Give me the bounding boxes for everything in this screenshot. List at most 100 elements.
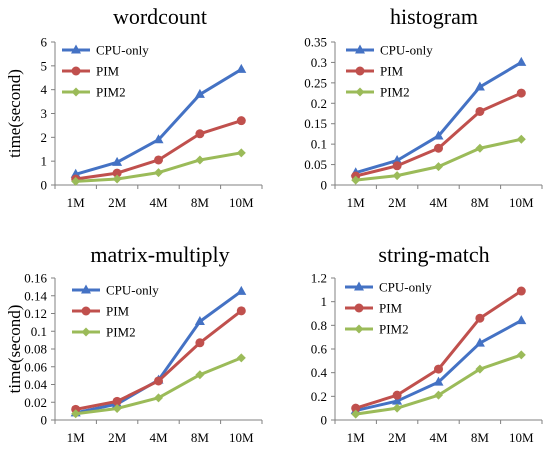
chart-panel-3: matrix-multiply time(second) 0 0.02 0.04 0.06…	[5, 242, 263, 445]
chart-panel-2: histogram 0 0.05 0.1 0.15 0.2 0.25 0.3 0.35 1M 2M 4…	[304, 4, 543, 210]
data-point	[194, 88, 205, 98]
x-tick-label: 4M	[429, 195, 448, 210]
data-point	[112, 174, 122, 184]
y-tick-label: 0	[321, 178, 328, 193]
legend-label: PIM	[379, 301, 403, 316]
x-tick-label: 2M	[108, 195, 127, 210]
legend-label: PIM2	[96, 85, 126, 100]
data-point	[516, 134, 526, 144]
data-point	[475, 313, 485, 323]
data-point	[433, 130, 444, 140]
x-tick-label: 1M	[347, 430, 366, 445]
data-point	[392, 403, 402, 413]
series-pim2	[351, 134, 526, 185]
x-tick-label: 8M	[471, 430, 490, 445]
series-cpu-only	[350, 56, 527, 177]
data-point	[154, 168, 163, 178]
data-point	[433, 376, 444, 386]
y-tick-label: 5	[41, 58, 48, 73]
data-point	[195, 155, 205, 165]
series-pim2	[71, 353, 246, 419]
data-point	[194, 315, 205, 325]
y-tick-label: 0.15	[304, 116, 327, 131]
series-pim	[71, 116, 246, 184]
chart-title: histogram	[390, 4, 478, 29]
y-tick-label: 0.1	[311, 137, 327, 152]
x-tick-label: 10M	[509, 195, 534, 210]
chart-panel-1: wordcount time(second) 0 1 2 3 4 5 6 1M 2M 4M 8M 10M C…	[5, 4, 263, 210]
legend-marker	[354, 281, 364, 291]
data-point	[112, 403, 122, 413]
legend-marker	[81, 327, 91, 337]
x-tick-label: 10M	[509, 430, 534, 445]
x-tick-label: 8M	[191, 195, 210, 210]
y-tick-label: 0.8	[311, 318, 327, 333]
y-tick-label: 4	[41, 82, 48, 97]
y-tick-label: 0.04	[24, 377, 47, 392]
y-tick-label: 0.06	[24, 359, 47, 374]
y-tick-label: 1	[321, 294, 328, 309]
data-point	[236, 285, 247, 295]
data-point	[236, 353, 246, 363]
chart-title: matrix-multiply	[90, 242, 229, 267]
data-point	[392, 390, 402, 400]
data-point	[516, 56, 527, 66]
y-tick-label: 0.6	[311, 342, 328, 357]
data-point	[516, 286, 526, 296]
legend-entry: PIM	[72, 304, 130, 319]
y-tick-label: 0.05	[304, 157, 327, 172]
chart-panel-4: string-match 0 0.2 0.4 0.6 0.8 1 1.2 1M 2M 4M 8M 10M…	[311, 242, 543, 445]
legend-entry: PIM2	[345, 322, 409, 337]
legend-label: PIM	[96, 64, 120, 79]
data-point	[474, 81, 485, 91]
x-tick-label: 4M	[429, 430, 448, 445]
data-point	[351, 409, 361, 419]
y-tick-label: 0.4	[311, 365, 328, 380]
legend-label: CPU-only	[380, 43, 433, 58]
legend-entry: PIM2	[346, 85, 410, 100]
x-tick-label: 8M	[191, 430, 210, 445]
y-tick-label: 0	[41, 413, 48, 428]
data-point	[236, 148, 246, 158]
data-point	[195, 338, 205, 348]
x-tick-label: 4M	[149, 195, 168, 210]
y-tick-label: 1.2	[311, 271, 327, 286]
y-tick-label: 3	[41, 106, 48, 121]
data-point	[236, 116, 246, 126]
x-tick-label: 2M	[108, 430, 127, 445]
data-point	[71, 176, 81, 186]
legend-entry: PIM	[345, 301, 403, 316]
data-point	[392, 161, 402, 171]
chart-title: string-match	[378, 242, 489, 267]
y-tick-label: 0.14	[24, 288, 47, 303]
legend-marker	[81, 284, 91, 294]
y-tick-label: 2	[41, 130, 48, 145]
data-point	[236, 306, 246, 316]
legend-marker	[355, 66, 365, 76]
data-point	[434, 143, 443, 153]
series-pim	[71, 306, 246, 414]
series-pim	[351, 286, 526, 413]
legend-label: PIM2	[380, 85, 410, 100]
data-point	[434, 364, 443, 374]
y-tick-label: 6	[41, 35, 48, 50]
y-tick-label: 0.1	[31, 324, 47, 339]
legend-entry: PIM2	[72, 325, 136, 340]
series-line	[355, 61, 523, 175]
y-tick-label: 0.35	[304, 35, 327, 50]
x-tick-label: 2M	[388, 195, 407, 210]
legend-entry: CPU-only	[346, 43, 433, 58]
x-tick-label: 1M	[67, 195, 86, 210]
data-point	[351, 175, 361, 185]
data-point	[351, 403, 361, 413]
data-point	[475, 143, 485, 153]
data-point	[154, 376, 163, 386]
legend-entry: CPU-only	[62, 43, 149, 58]
legend-entry: PIM	[346, 64, 404, 79]
y-tick-label: 0.25	[304, 75, 327, 90]
data-point	[474, 337, 485, 347]
x-tick-label: 4M	[149, 430, 168, 445]
y-tick-label: 0.08	[24, 342, 47, 357]
data-point	[434, 162, 443, 172]
